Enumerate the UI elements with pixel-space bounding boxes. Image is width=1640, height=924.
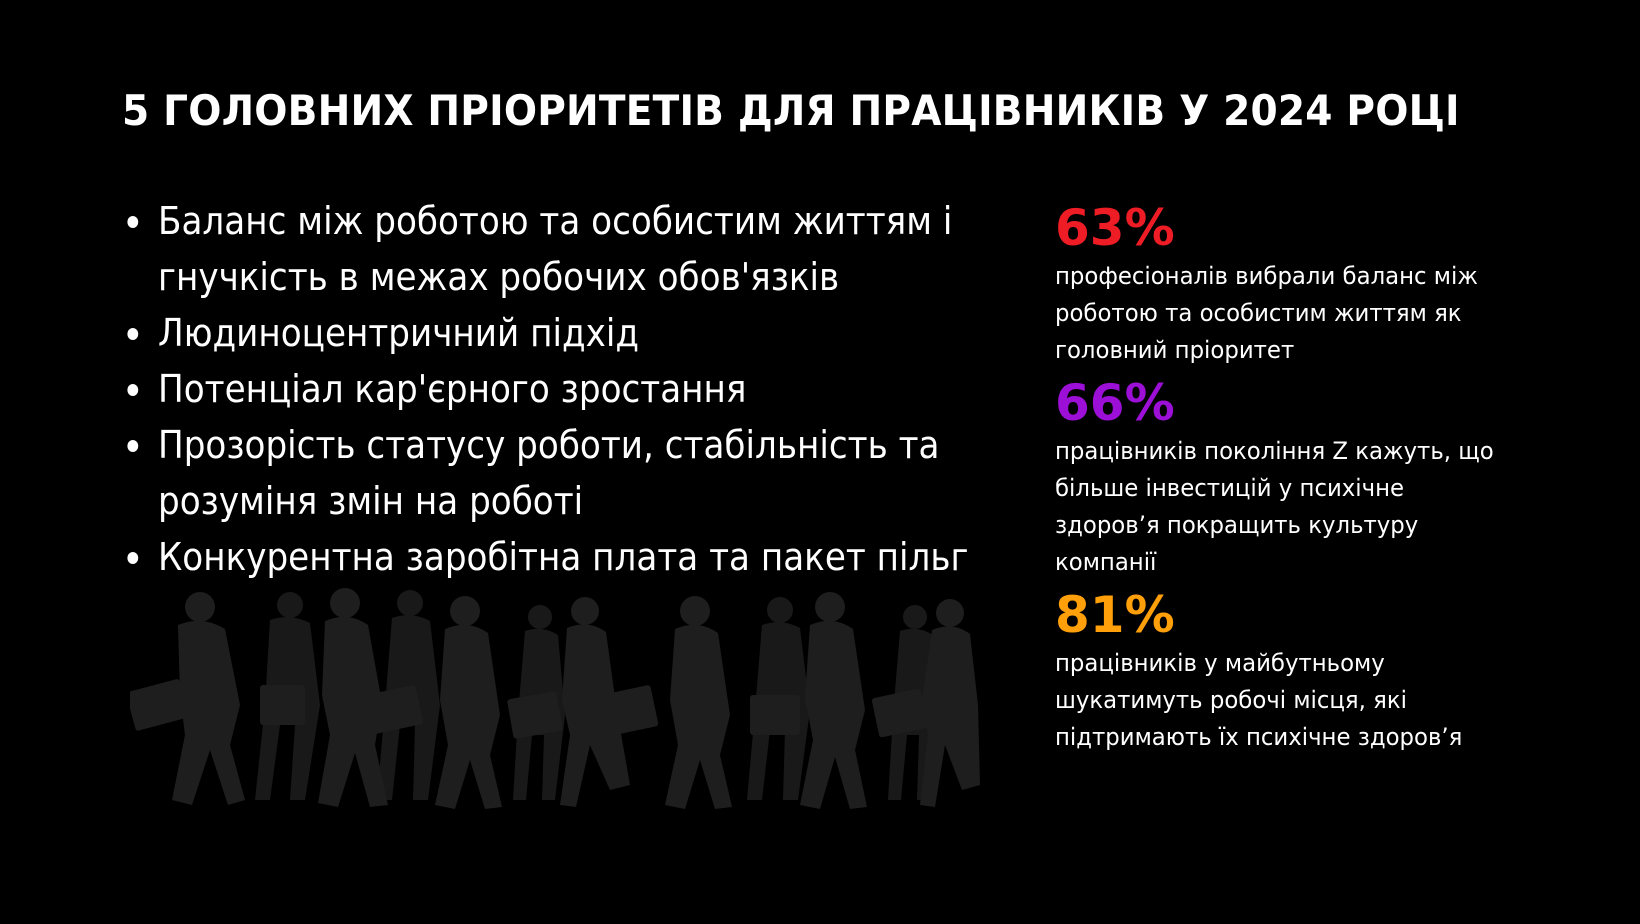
priorities-list: Баланс між роботою та особистим життям і… <box>122 193 1022 585</box>
priority-item: Конкурентна заробітна плата та пакет піл… <box>122 529 1058 585</box>
statistics-panel: 63% професіоналів вибрали баланс між робо… <box>1055 198 1555 760</box>
priority-item: Баланс між роботою та особистим життям і… <box>122 193 1058 305</box>
bullet-icon <box>127 552 139 564</box>
priority-item: Прозорість статусу роботи, стабільність … <box>122 417 1058 529</box>
stat-description: працівників у майбутньому шукатимуть робо… <box>1055 649 1463 751</box>
bullet-icon <box>127 440 139 452</box>
stat-block: 81% працівників у майбутньому шукатимуть … <box>1055 585 1555 756</box>
stat-value: 63% <box>1055 199 1175 257</box>
slide-title: 5 ГОЛОВНИХ ПРІОРИТЕТІВ ДЛЯ ПРАЦІВНИКІВ У… <box>122 86 1460 135</box>
stat-description: професіоналів вибрали баланс між роботою … <box>1055 262 1478 364</box>
stat-value: 66% <box>1055 374 1175 432</box>
stat-value: 81% <box>1055 586 1175 644</box>
bullet-icon <box>127 328 139 340</box>
stat-description: працівників покоління Z кажуть, що більше… <box>1055 437 1494 576</box>
priority-item: Потенціал кар'єрного зростання <box>122 361 1058 417</box>
bullet-icon <box>127 216 139 228</box>
stat-block: 66% працівників покоління Z кажуть, що бі… <box>1055 373 1555 581</box>
walking-people-silhouettes-icon <box>130 588 980 809</box>
priority-item: Людиноцентричний підхід <box>122 305 1058 361</box>
stat-block: 63% професіоналів вибрали баланс між робо… <box>1055 198 1555 369</box>
bullet-icon <box>127 384 139 396</box>
